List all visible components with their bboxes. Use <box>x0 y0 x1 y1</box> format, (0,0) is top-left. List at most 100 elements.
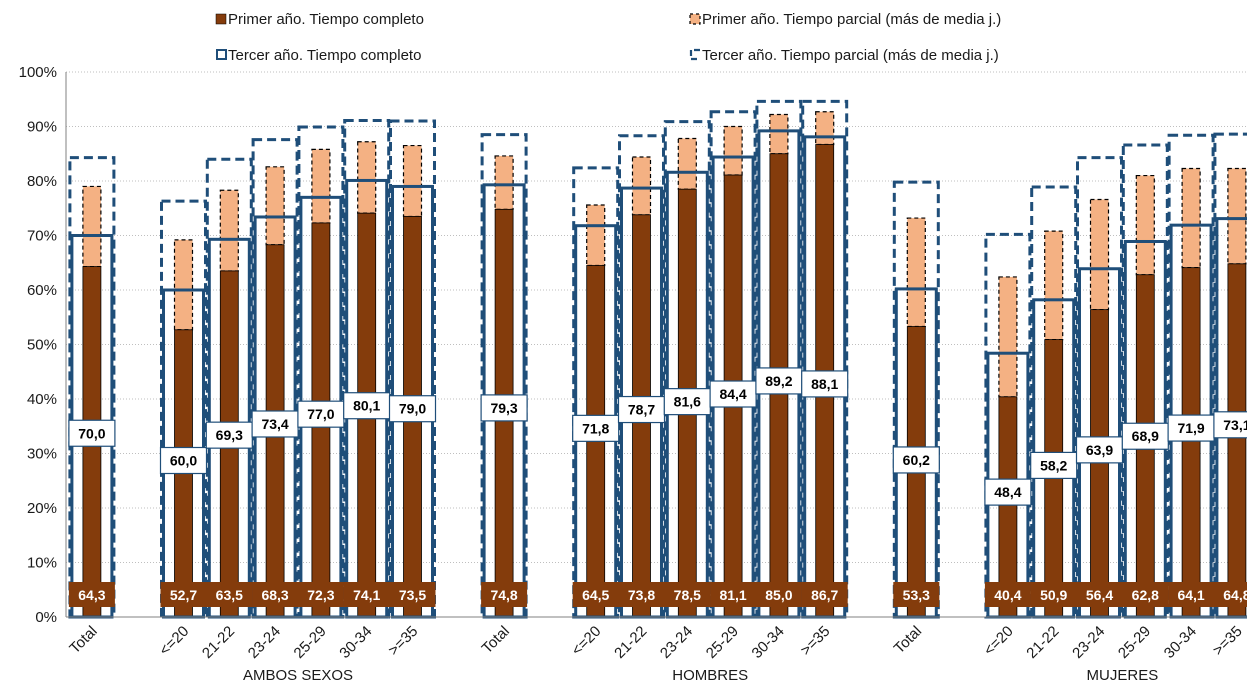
data-label-first-full: 81,1 <box>719 587 746 603</box>
bar-first-part <box>586 204 606 267</box>
bar-first-part <box>173 239 194 331</box>
legend-label-third-part: Tercer año. Tiempo parcial (más de media… <box>702 47 999 64</box>
label-box-first-full <box>801 582 848 607</box>
data-label-third-full: 79,3 <box>490 400 517 416</box>
bar-first-part <box>311 148 331 224</box>
x-tick-label: Total <box>891 623 925 657</box>
data-label-first-full: 56,4 <box>1086 587 1113 603</box>
legend-label-first-full: Primer año. Tiempo completo <box>228 11 424 28</box>
x-tick-label: 23-24 <box>245 623 284 662</box>
y-tick-label: 10% <box>27 555 57 572</box>
bar-first-full <box>1181 267 1201 618</box>
bar-third-part <box>709 110 757 619</box>
data-label-third-full: 77,0 <box>307 406 334 422</box>
bar-first-part <box>494 155 514 210</box>
y-tick-label: 20% <box>27 500 57 517</box>
bar-third-part <box>251 138 299 619</box>
data-label-first-full: 62,8 <box>1132 587 1159 603</box>
x-tick-label: 21-22 <box>611 623 650 662</box>
legend-swatch-third-full <box>216 49 227 60</box>
data-label-first-full: 86,7 <box>811 587 838 603</box>
x-tick-label: Total <box>66 623 100 657</box>
bar-first-part <box>402 144 423 218</box>
bar-first-part <box>631 156 652 216</box>
data-label-third-full: 80,1 <box>353 398 380 414</box>
label-box-first-full <box>1030 582 1077 607</box>
data-label-third-full: 84,4 <box>719 386 746 402</box>
data-label-first-full: 73,5 <box>399 587 426 603</box>
y-tick-label: 40% <box>27 391 57 408</box>
label-box-first-full <box>343 582 390 607</box>
data-label-third-full: 60,2 <box>903 452 930 468</box>
group-label: MUJERES <box>1087 667 1159 684</box>
data-label-first-full: 78,5 <box>674 587 701 603</box>
x-tick-label: <=20 <box>156 623 192 659</box>
bar-first-part <box>998 276 1018 398</box>
label-box-third-full <box>251 410 299 438</box>
bars <box>68 99 1247 619</box>
x-tick-label: 30-34 <box>336 623 375 662</box>
bar-first-part <box>265 166 285 246</box>
bar-first-part <box>1135 174 1155 276</box>
bar-first-part <box>1089 198 1110 311</box>
x-tick-label: >=35 <box>385 623 421 659</box>
data-label-first-full: 64,8 <box>1223 587 1247 603</box>
data-label-third-full: 63,9 <box>1086 442 1113 458</box>
data-labels: 64,3 70,0 52,7 60,0 63,5 69,3 68,3 73,4 72,3 77,0… <box>68 367 1247 607</box>
data-label-third-full: 73,1 <box>1223 417 1247 433</box>
data-label-first-full: 64,3 <box>78 587 105 603</box>
bar-first-part <box>1227 167 1247 265</box>
data-label-third-full: 81,6 <box>674 394 701 410</box>
label-box-first-full <box>68 582 115 607</box>
label-box-first-full <box>664 582 711 607</box>
data-label-first-full: 40,4 <box>994 587 1021 603</box>
data-label-first-full: 63,5 <box>216 587 243 603</box>
y-tick-label: 100% <box>19 64 57 81</box>
data-label-third-full: 89,2 <box>765 373 792 389</box>
x-tick-label: 21-22 <box>1023 623 1062 662</box>
label-box-first-full <box>1076 582 1123 607</box>
legend-item-third-part: Tercer año. Tiempo parcial (más de media… <box>689 47 999 64</box>
label-box-first-full <box>755 582 802 607</box>
label-box-third-full <box>801 370 849 398</box>
x-tick-label: 30-34 <box>749 623 788 662</box>
label-box-first-full <box>984 582 1031 607</box>
label-box-first-full <box>206 582 253 607</box>
y-tick-label: 50% <box>27 337 57 354</box>
data-label-first-full: 68,3 <box>261 587 288 603</box>
label-box-third-full <box>68 419 116 447</box>
label-box-first-full <box>1122 582 1169 607</box>
y-axis: 0% 10% 20% 30% 40% 50% 60% 70% 80% 90% 100% <box>19 64 67 626</box>
label-box-first-full <box>389 582 436 607</box>
data-label-first-full: 50,9 <box>1040 587 1067 603</box>
y-tick-label: 0% <box>35 609 57 626</box>
data-label-first-full: 72,3 <box>307 587 334 603</box>
x-tick-label: 30-34 <box>1161 623 1200 662</box>
bar-first-part <box>815 111 835 146</box>
bar-first-part <box>219 189 239 272</box>
label-box-third-full <box>1030 451 1078 480</box>
x-tick-label: 25-29 <box>291 623 330 662</box>
label-box-first-full <box>297 582 344 607</box>
legend-label-third-full: Tercer año. Tiempo completo <box>228 47 421 64</box>
data-label-first-full: 64,5 <box>582 587 609 603</box>
label-box-third-full <box>892 446 940 474</box>
legend-swatch-first-full <box>215 13 227 25</box>
data-label-first-full: 53,3 <box>903 587 930 603</box>
bar-first-full <box>1227 263 1247 618</box>
y-tick-label: 30% <box>27 446 57 463</box>
label-box-third-full <box>572 414 620 442</box>
label-box-third-full <box>480 394 528 422</box>
x-tick-label: >=35 <box>797 623 833 659</box>
data-label-first-full: 64,1 <box>1177 587 1204 603</box>
x-tick-label: >=35 <box>1210 623 1246 659</box>
label-box-third-full <box>159 446 208 475</box>
label-box-third-full <box>1121 422 1169 450</box>
label-box-first-full <box>572 582 619 607</box>
label-box-first-full <box>893 582 940 607</box>
label-box-third-full <box>343 392 391 420</box>
data-label-third-full: 60,0 <box>170 453 197 469</box>
bar-first-part <box>1181 167 1201 269</box>
legend-item-first-part: Primer año. Tiempo parcial (más de media… <box>689 11 1001 28</box>
